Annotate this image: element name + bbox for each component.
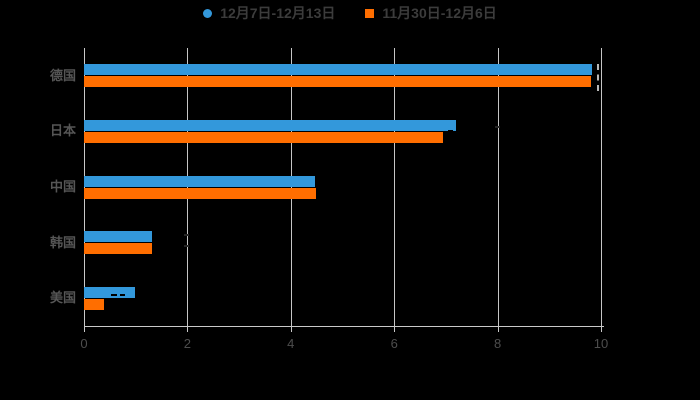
bar-韩国-series2[interactable]: [84, 243, 152, 255]
dash-artifact: [184, 245, 189, 247]
legend-label: 12月7日-12月13日: [220, 5, 336, 21]
bar-美国-series2[interactable]: [84, 298, 104, 310]
y-category-label-美国: 美国: [49, 290, 76, 306]
dash-artifact: [448, 130, 453, 132]
y-category-label-日本: 日本: [49, 123, 76, 139]
bar-日本-series1[interactable]: [84, 119, 457, 131]
x-axis-tick: [497, 327, 499, 332]
x-tick-label-2: 2: [183, 336, 192, 351]
bar-美国-series1[interactable]: [84, 286, 136, 298]
x-axis-tick: [84, 327, 85, 332]
bar-德国-series2[interactable]: [84, 76, 591, 88]
x-axis-tick: [290, 327, 292, 332]
legend: 12月7日-12月13日 11月30日-12月6日: [0, 4, 700, 22]
dash-artifact: [120, 294, 125, 296]
dash-artifact: [495, 126, 500, 128]
gridline-x-8: [497, 48, 499, 326]
y-axis-line: [84, 48, 85, 326]
bar-中国-series1[interactable]: [84, 175, 315, 187]
bar-德国-series1[interactable]: [84, 64, 592, 76]
x-tick-label-8: 8: [493, 336, 502, 351]
legend-label: 11月30日-12月6日: [382, 5, 497, 21]
bar-韩国-series1[interactable]: [84, 231, 153, 243]
x-axis-line: [84, 326, 604, 327]
gridline-x-4: [290, 48, 292, 326]
plot-area: [84, 48, 602, 326]
gridline-x-2: [187, 48, 189, 326]
bar-日本-series2[interactable]: [84, 131, 443, 143]
legend-marker-square-icon: [365, 8, 375, 18]
dashed-marker-germany: [597, 64, 599, 91]
bar-中国-series2[interactable]: [84, 187, 316, 199]
x-tick-label-0: 0: [80, 336, 88, 351]
y-category-label-韩国: 韩国: [49, 234, 76, 250]
y-category-label-中国: 中国: [49, 179, 76, 194]
x-tick-label-4: 4: [287, 336, 295, 351]
dash-artifact: [184, 234, 189, 236]
x-axis-tick: [187, 327, 189, 332]
dash-artifact: [111, 294, 117, 296]
gridline-x-6: [394, 48, 396, 326]
x-tick-label-10: 10: [593, 336, 609, 351]
legend-marker-circle-icon: [203, 8, 213, 18]
gridline-x-10: [601, 48, 602, 326]
x-axis-tick: [601, 327, 602, 332]
legend-item-week1[interactable]: 11月30日-12月6日: [365, 4, 497, 22]
x-tick-label-6: 6: [390, 336, 398, 351]
y-category-label-德国: 德国: [49, 67, 76, 83]
legend-item-week2[interactable]: 12月7日-12月13日: [203, 4, 335, 22]
x-axis-tick: [394, 327, 396, 332]
